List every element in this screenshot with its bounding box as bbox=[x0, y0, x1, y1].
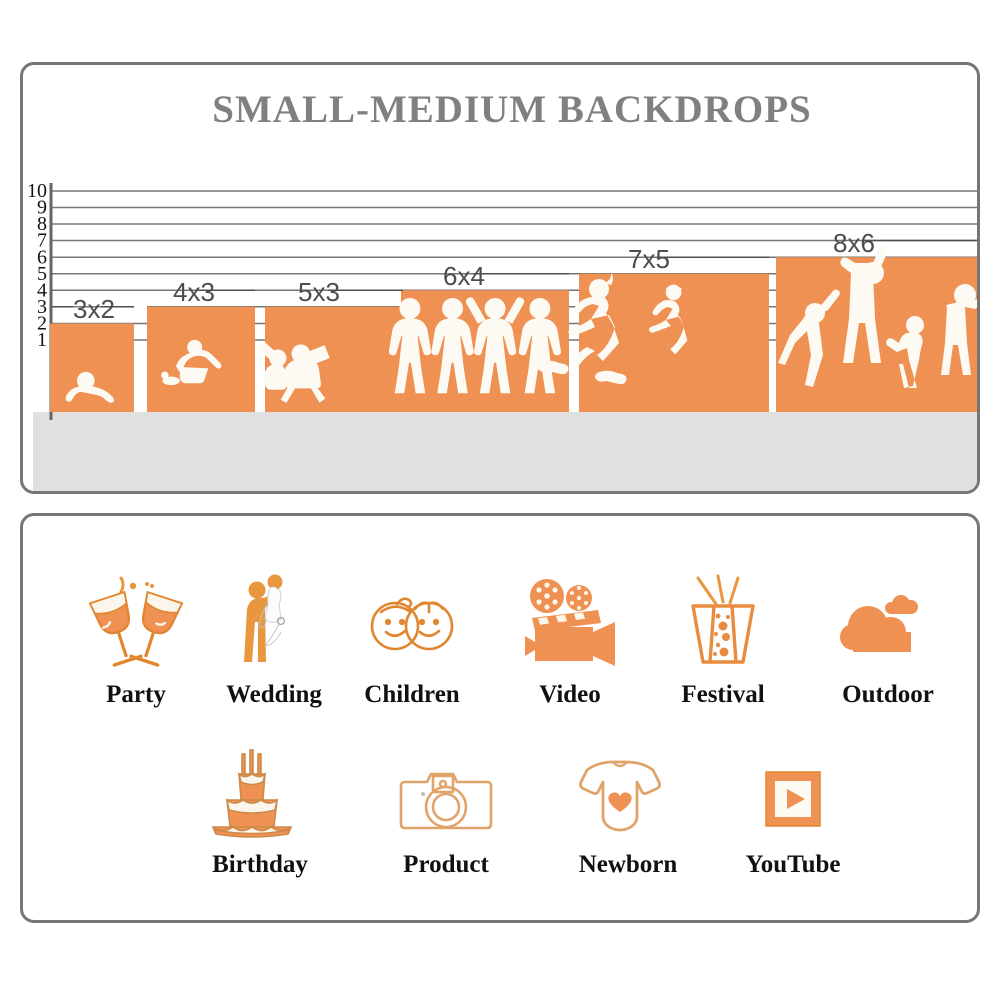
svg-text:7x5: 7x5 bbox=[628, 244, 670, 274]
svg-text:3x2: 3x2 bbox=[73, 294, 115, 324]
svg-text:4x3: 4x3 bbox=[173, 277, 215, 307]
svg-text:6x4: 6x4 bbox=[443, 261, 485, 291]
svg-text:5x3: 5x3 bbox=[298, 277, 340, 307]
svg-text:8x6: 8x6 bbox=[833, 228, 875, 258]
svg-text:1: 1 bbox=[37, 329, 47, 351]
